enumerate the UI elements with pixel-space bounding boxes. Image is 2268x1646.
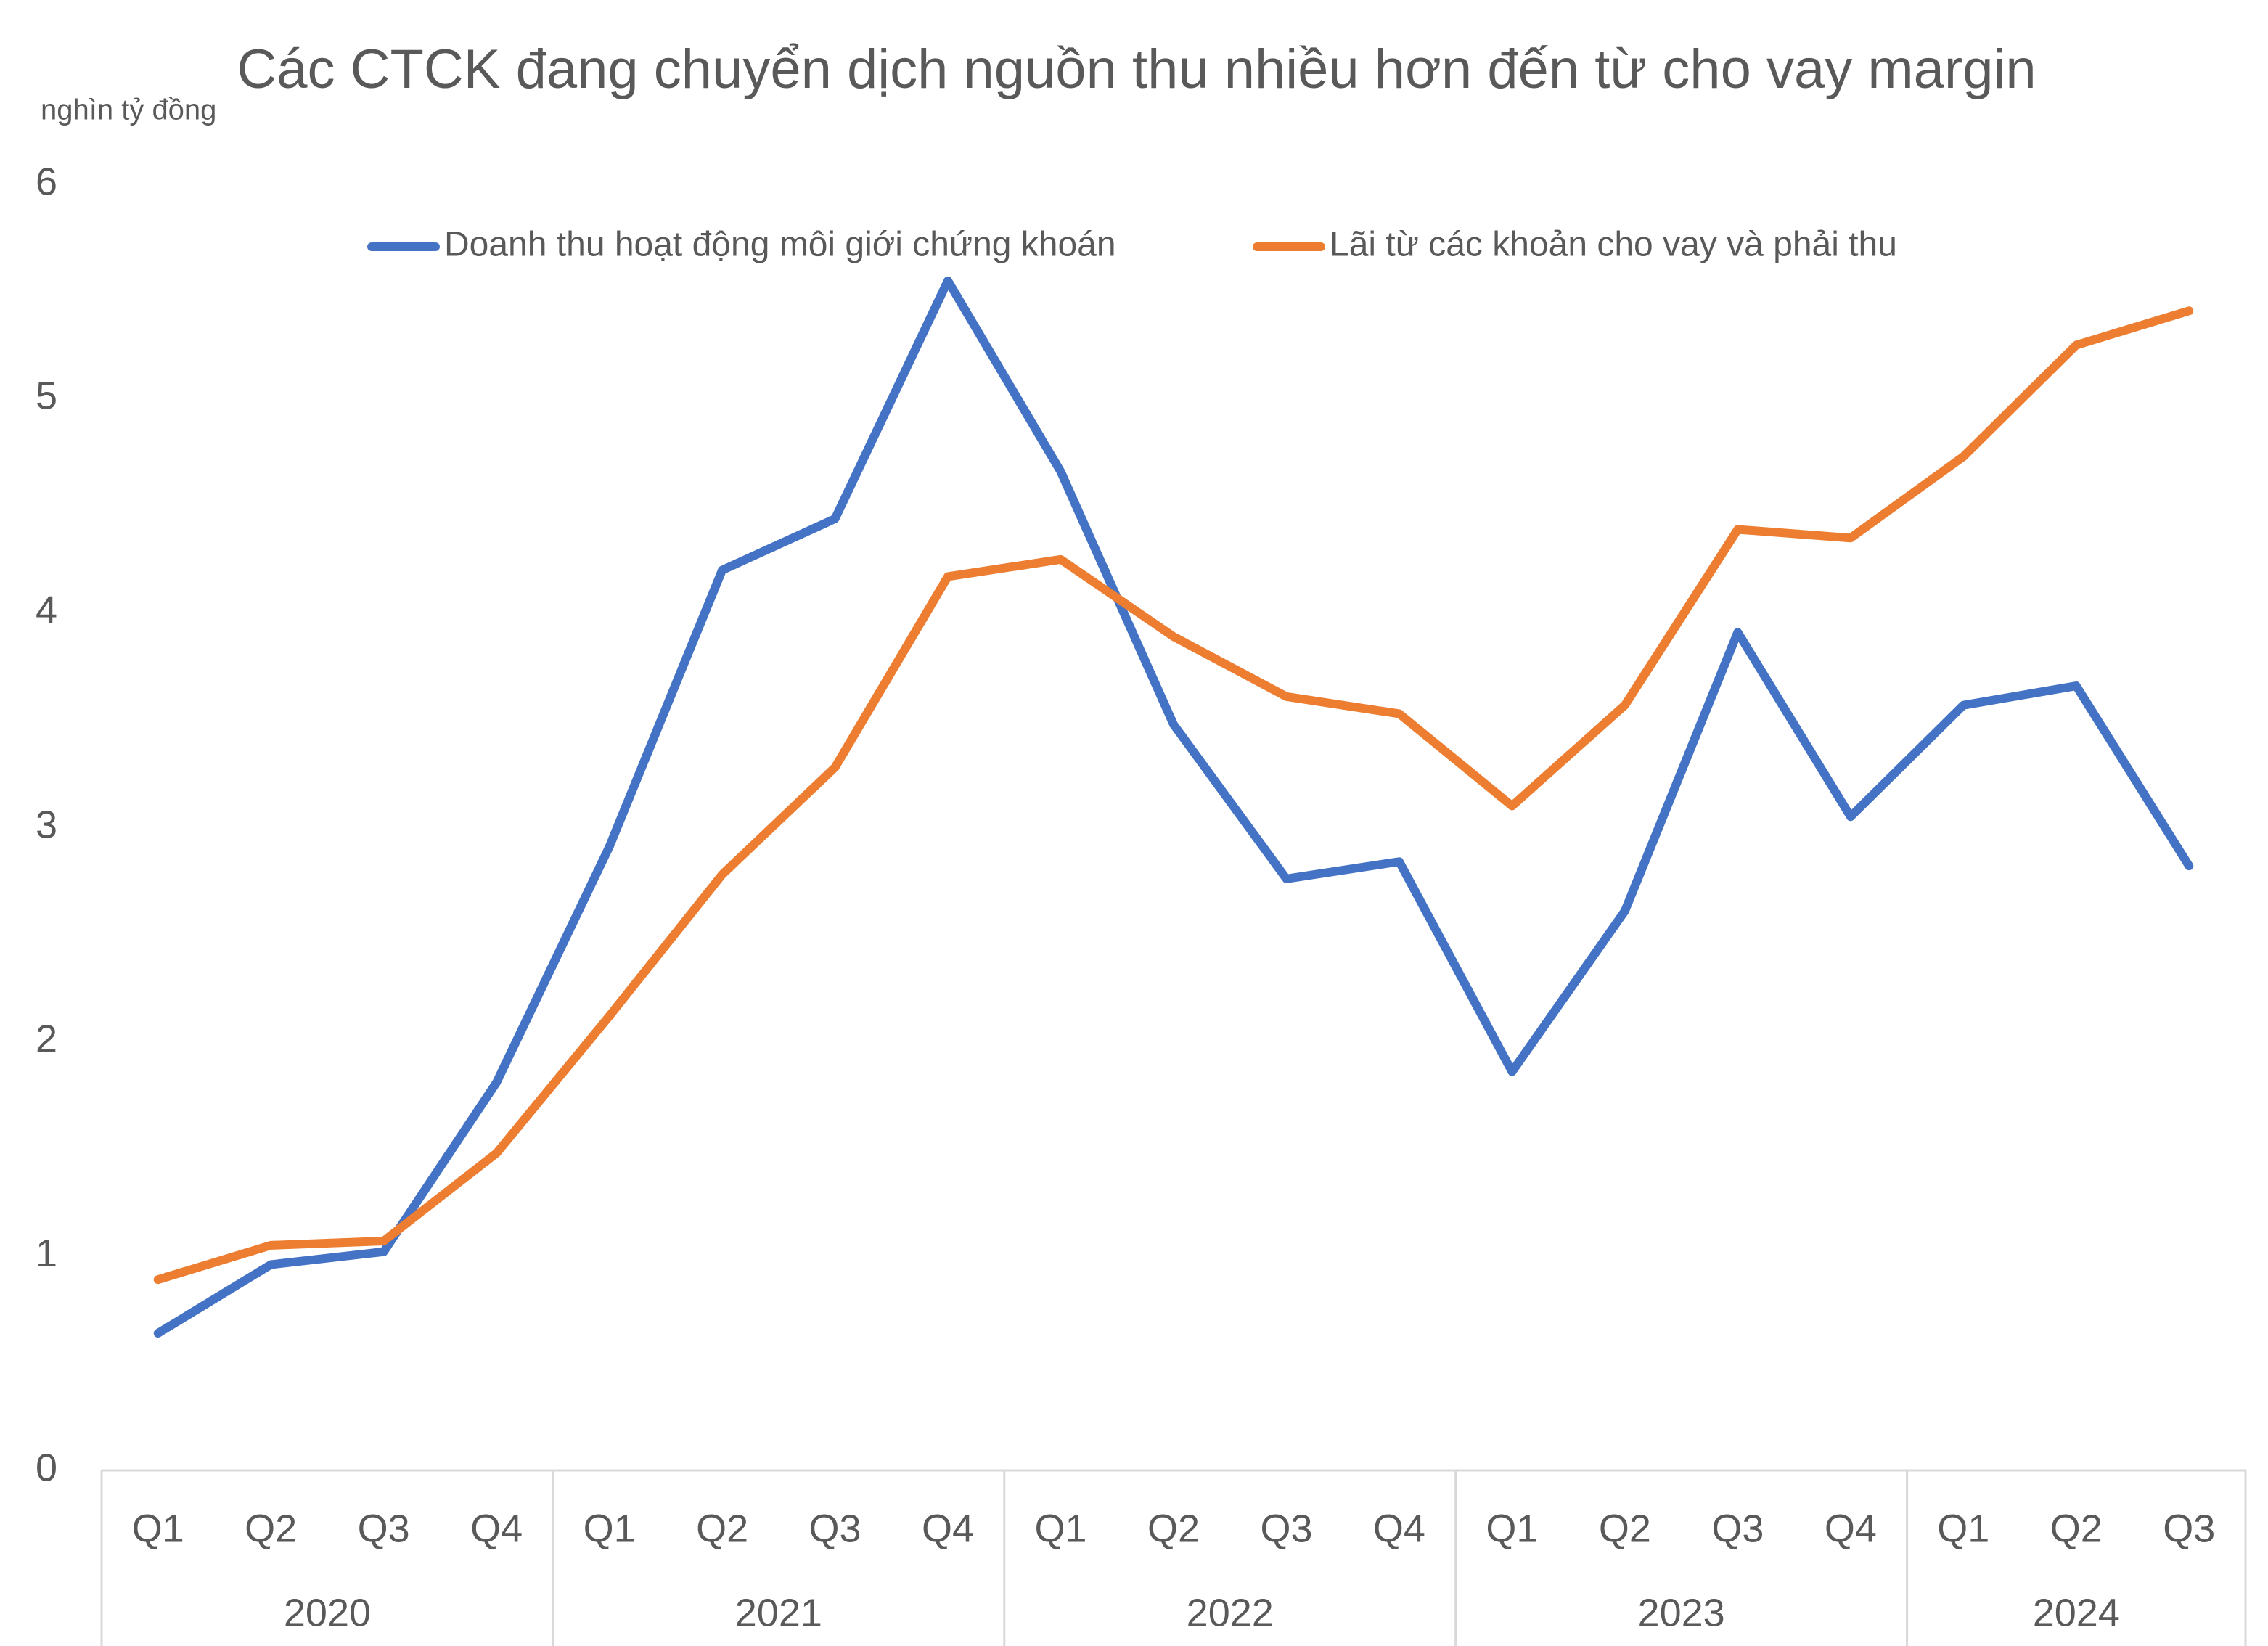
- y-tick-label: 4: [36, 589, 57, 632]
- y-tick-label: 3: [36, 803, 57, 846]
- x-tick-label: Q4: [1373, 1507, 1425, 1550]
- x-group-label: 2022: [1187, 1591, 1274, 1634]
- x-tick-label: Q4: [1825, 1507, 1877, 1550]
- x-tick-label: Q2: [2050, 1507, 2103, 1550]
- y-tick-label: 2: [36, 1018, 57, 1061]
- legend-label: Doanh thu hoạt động môi giới chứng khoán: [444, 226, 1116, 264]
- y-tick-label: 1: [36, 1232, 57, 1275]
- x-tick-label: Q2: [245, 1507, 297, 1550]
- legend-label: Lãi từ các khoản cho vay và phải thu: [1330, 226, 1897, 264]
- x-tick-label: Q1: [584, 1507, 636, 1550]
- x-tick-label: Q2: [1147, 1507, 1200, 1550]
- x-tick-label: Q2: [1599, 1507, 1651, 1550]
- x-tick-label: Q3: [2163, 1507, 2215, 1550]
- y-tick-label: 6: [36, 160, 57, 203]
- x-tick-label: Q4: [922, 1507, 974, 1550]
- y-tick-label: 5: [36, 374, 57, 418]
- x-tick-label: Q3: [809, 1507, 861, 1550]
- y-axis-label: nghìn tỷ đồng: [41, 94, 216, 126]
- x-group-label: 2021: [735, 1591, 822, 1634]
- x-tick-label: Q1: [1035, 1507, 1087, 1550]
- x-tick-label: Q2: [696, 1507, 748, 1550]
- y-tick-label: 0: [36, 1446, 57, 1489]
- x-tick-label: Q3: [1260, 1507, 1312, 1550]
- x-group-label: 2023: [1638, 1591, 1725, 1634]
- x-tick-label: Q3: [1711, 1507, 1764, 1550]
- x-group-label: 2020: [284, 1591, 371, 1634]
- series-line: [153, 276, 2194, 1338]
- x-tick-label: Q4: [470, 1507, 523, 1550]
- x-tick-label: Q1: [132, 1507, 184, 1550]
- x-tick-label: Q3: [358, 1507, 410, 1550]
- chart-title: Các CTCK đang chuyển dịch nguồn thu nhiề…: [237, 38, 2036, 100]
- series-line: [153, 306, 2194, 1285]
- x-tick-label: Q1: [1486, 1507, 1538, 1550]
- x-tick-label: Q1: [1937, 1507, 1989, 1550]
- x-group-label: 2024: [2033, 1591, 2120, 1634]
